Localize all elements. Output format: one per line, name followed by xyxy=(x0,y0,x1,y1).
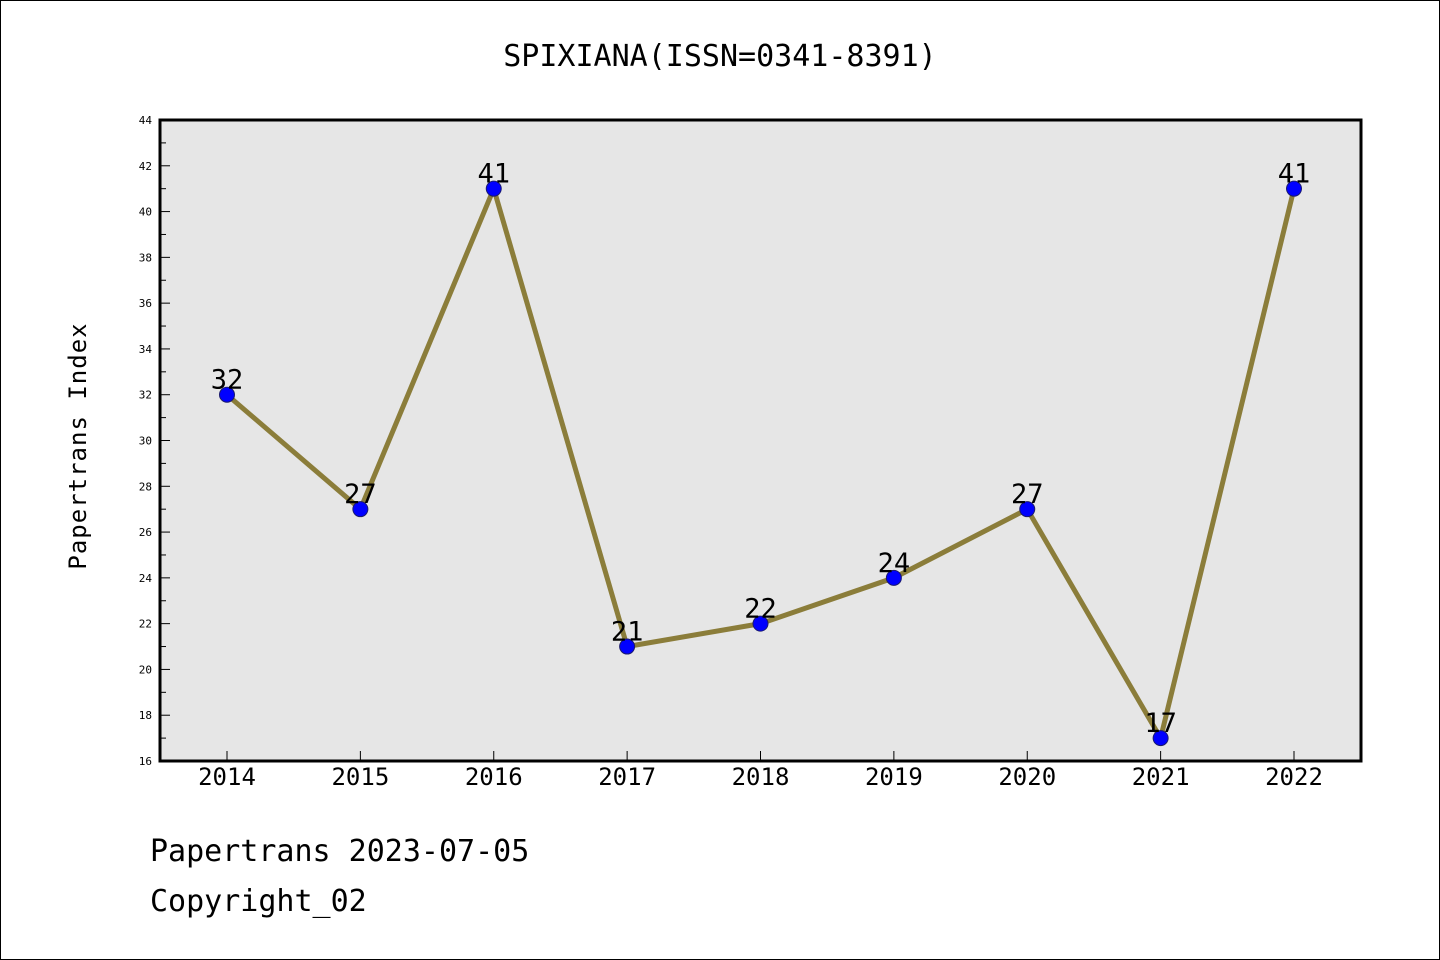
footer-date-line: Papertrans 2023-07-05 xyxy=(150,834,530,869)
data-label: 17 xyxy=(1144,708,1177,739)
x-tick-label: 2022 xyxy=(1265,763,1323,791)
x-tick-label: 2021 xyxy=(1132,763,1190,791)
x-tick-label: 2015 xyxy=(331,763,389,791)
data-point xyxy=(885,569,902,586)
data-label: 41 xyxy=(477,159,510,190)
data-point xyxy=(1019,501,1036,518)
y-tick-label: 40 xyxy=(139,206,152,219)
y-tick-label: 42 xyxy=(139,160,152,173)
data-label: 27 xyxy=(344,479,377,510)
x-tick-label: 2017 xyxy=(598,763,656,791)
y-axis-label: Papertrans Index xyxy=(64,322,92,569)
x-tick-label: 2019 xyxy=(865,763,923,791)
chart-title: SPIXIANA(ISSN=0341-8391) xyxy=(503,39,936,74)
data-point xyxy=(485,180,502,197)
y-tick-label: 36 xyxy=(139,297,152,310)
data-label: 22 xyxy=(744,594,777,625)
data-point xyxy=(1152,730,1169,747)
y-tick-label: 34 xyxy=(139,343,153,356)
data-label: 32 xyxy=(211,365,244,396)
data-label: 41 xyxy=(1278,159,1311,190)
footer-copyright-line: Copyright_02 xyxy=(150,884,367,919)
x-tick-label: 2016 xyxy=(465,763,523,791)
y-tick-label: 26 xyxy=(139,526,152,539)
marker-layer xyxy=(219,180,1302,747)
y-tick-label: 24 xyxy=(139,572,153,585)
y-tick-label: 30 xyxy=(139,435,152,448)
y-tick-label: 22 xyxy=(139,618,152,631)
x-axis-ticks: 2014 2015 2016 2017 2018 2019 2020 2021 2022 xyxy=(198,751,1323,791)
data-point xyxy=(352,501,369,518)
plot-area xyxy=(158,118,1363,763)
y-tick-label: 38 xyxy=(139,251,152,264)
data-label: 27 xyxy=(1011,479,1044,510)
data-point xyxy=(619,638,636,655)
y-tick-label: 16 xyxy=(139,755,152,768)
data-point xyxy=(1286,180,1302,197)
x-tick-label: 2018 xyxy=(732,763,790,791)
y-tick-label: 44 xyxy=(139,114,153,127)
data-label-layer: 32 27 41 21 22 24 27 17 41 xyxy=(211,159,1311,739)
y-tick-label: 18 xyxy=(139,709,152,722)
y-axis-ticks: 16 18 20 22 24 26 28 30 32 34 36 38 40 42 44 xyxy=(139,114,170,768)
y-tick-label: 20 xyxy=(139,663,152,676)
y-tick-label: 32 xyxy=(139,389,152,402)
data-point xyxy=(752,615,769,632)
data-point xyxy=(219,386,235,403)
data-label: 21 xyxy=(611,617,644,648)
y-tick-label: 28 xyxy=(139,480,152,493)
x-tick-label: 2014 xyxy=(198,763,256,791)
x-tick-label: 2020 xyxy=(998,763,1056,791)
data-label: 24 xyxy=(878,548,911,579)
